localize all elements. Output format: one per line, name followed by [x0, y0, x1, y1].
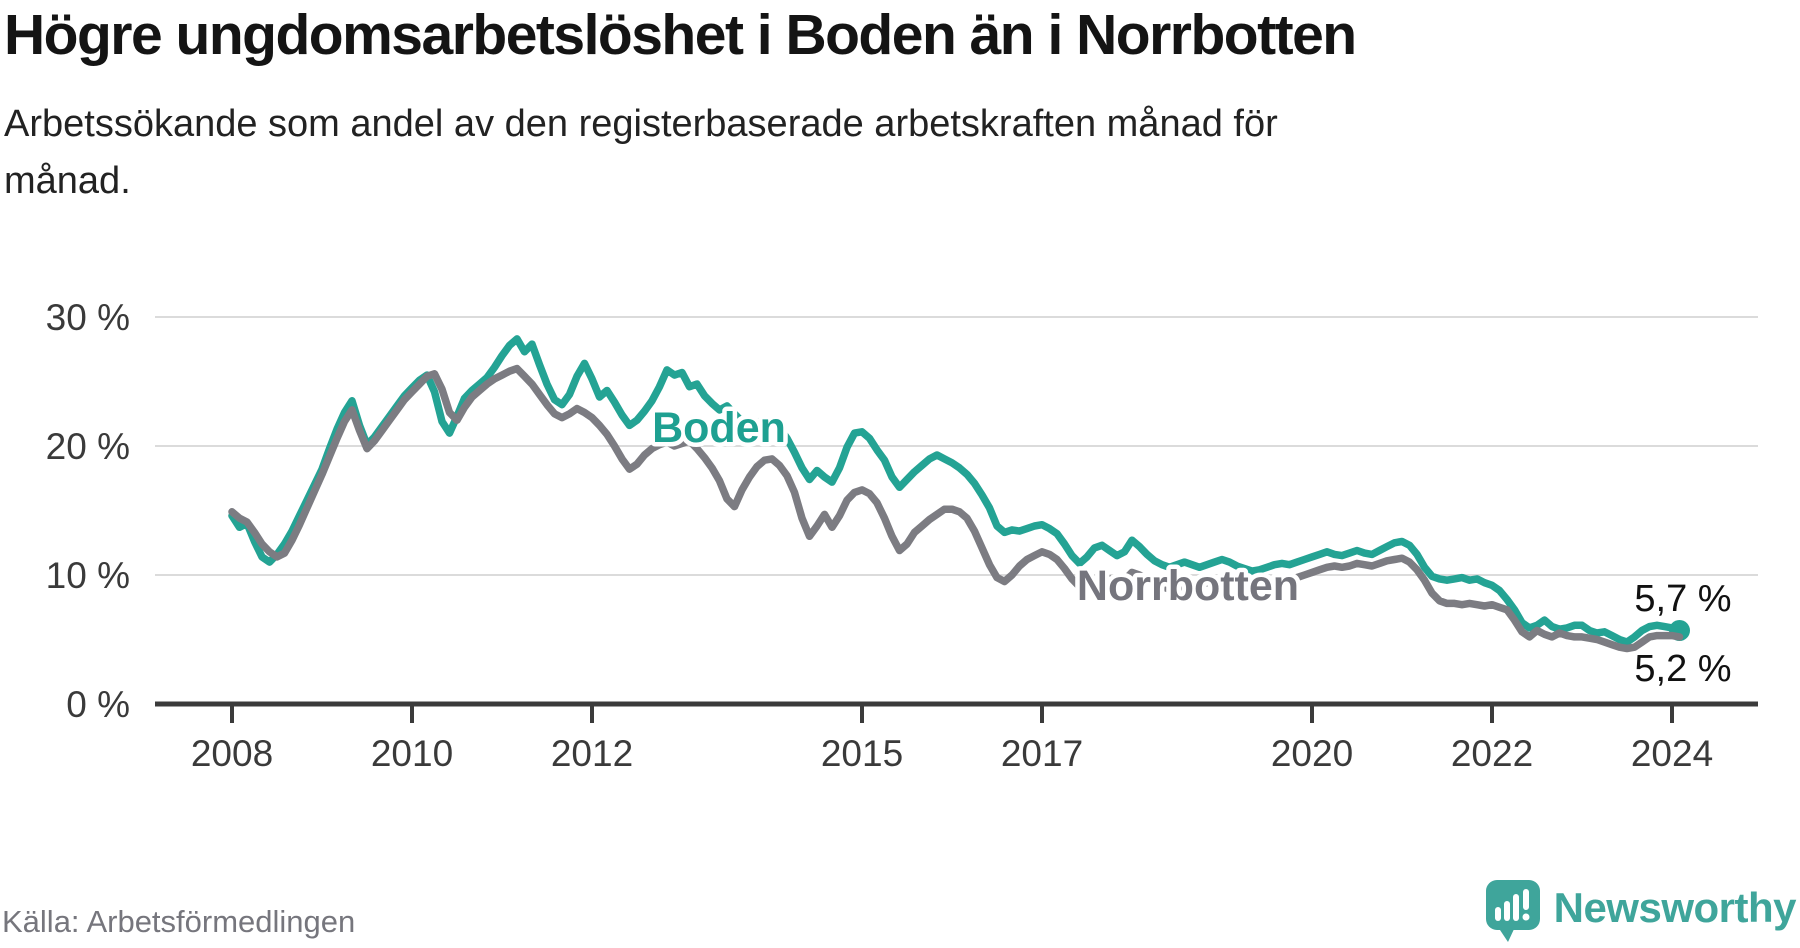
series-label-boden: Boden — [652, 404, 786, 452]
series-line-boden — [228, 335, 1684, 646]
end-value-label: 5,2 % — [1634, 648, 1731, 690]
x-axis-label: 2008 — [191, 733, 273, 774]
x-axis-label: 2022 — [1451, 733, 1533, 774]
y-axis-label: 20 % — [46, 426, 130, 467]
y-axis-label: 30 % — [46, 297, 130, 338]
exclamation-dot-icon — [1522, 913, 1530, 921]
brand-name: Newsworthy — [1553, 884, 1797, 931]
series-label-norrbotten: Norrbotten — [1077, 562, 1299, 610]
page-title: Högre ungdomsarbetslöshet i Boden än i N… — [4, 3, 1357, 67]
x-axis-label: 2017 — [1001, 733, 1083, 774]
source-credit: Källa: Arbetsförmedlingen — [2, 904, 356, 939]
brand-lockup: Newsworthy — [1485, 880, 1797, 942]
y-axis-label: 0 % — [66, 684, 130, 725]
x-axis-label: 2012 — [551, 733, 633, 774]
x-axis-label: 2020 — [1271, 733, 1353, 774]
bar-medium-icon — [1503, 901, 1510, 921]
speech-bubble-tail — [1497, 927, 1515, 942]
y-axis-label: 10 % — [46, 555, 130, 596]
exclamation-bar-icon — [1522, 889, 1529, 910]
bar-small-icon — [1494, 907, 1501, 921]
bar-large-icon — [1512, 894, 1519, 921]
newsworthy-logo-icon — [1485, 880, 1540, 942]
x-axis-label: 2024 — [1631, 733, 1713, 774]
series-line-norrbotten — [228, 364, 1684, 653]
chart-subtitle: Arbetssökande som andel av den registerb… — [4, 103, 1278, 202]
x-axis-label: 2010 — [371, 733, 453, 774]
end-value-label: 5,7 % — [1634, 578, 1731, 620]
x-axis-label: 2015 — [821, 733, 903, 774]
